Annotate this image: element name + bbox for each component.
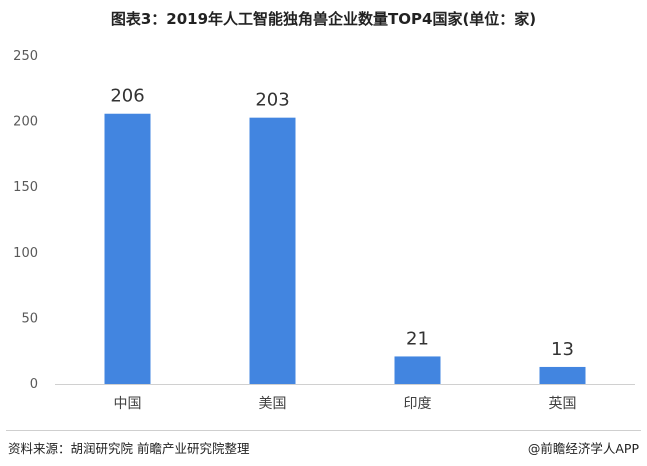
bar-chart: 0 50 100 150 200 250 206 203 21 13 中国 美国 印度 英国: [13, 49, 635, 412]
y-tick-label: 250: [13, 49, 38, 64]
x-tick-label-4: 英国: [549, 395, 577, 412]
y-tick-label: 100: [13, 246, 38, 261]
x-tick-label-2: 美国: [259, 396, 287, 412]
bar-1: [104, 113, 151, 384]
x-tick-label-1: 中国: [114, 396, 142, 412]
data-label-4: 13: [551, 339, 574, 360]
brand-credit: @前瞻经济学人APP: [527, 441, 639, 456]
source-note: 资料来源：胡润研究院 前瞻产业研究院整理: [8, 441, 250, 456]
data-label-1: 206: [110, 86, 144, 107]
x-tick-label-3: 印度: [404, 396, 432, 412]
y-tick-label: 0: [30, 377, 38, 392]
x-axis-labels: 中国 美国 印度 英国: [114, 395, 577, 412]
bar-2: [249, 117, 296, 384]
y-tick-label: 50: [21, 311, 38, 326]
bar-4: [539, 366, 586, 384]
chart-title: 图表3：2019年人工智能独角兽企业数量TOP4国家(单位：家): [110, 10, 537, 28]
footer: 资料来源：胡润研究院 前瞻产业研究院整理 @前瞻经济学人APP: [0, 430, 647, 466]
y-tick-label: 200: [13, 115, 38, 130]
bars: [104, 113, 586, 384]
data-label-3: 21: [406, 328, 429, 349]
data-label-2: 203: [255, 90, 289, 111]
bar-3: [394, 356, 441, 384]
footer-divider: [6, 430, 641, 431]
y-tick-label: 150: [13, 180, 38, 195]
y-axis-ticks: 0 50 100 150 200 250: [13, 49, 38, 392]
data-labels: 206 203 21 13: [110, 86, 574, 360]
